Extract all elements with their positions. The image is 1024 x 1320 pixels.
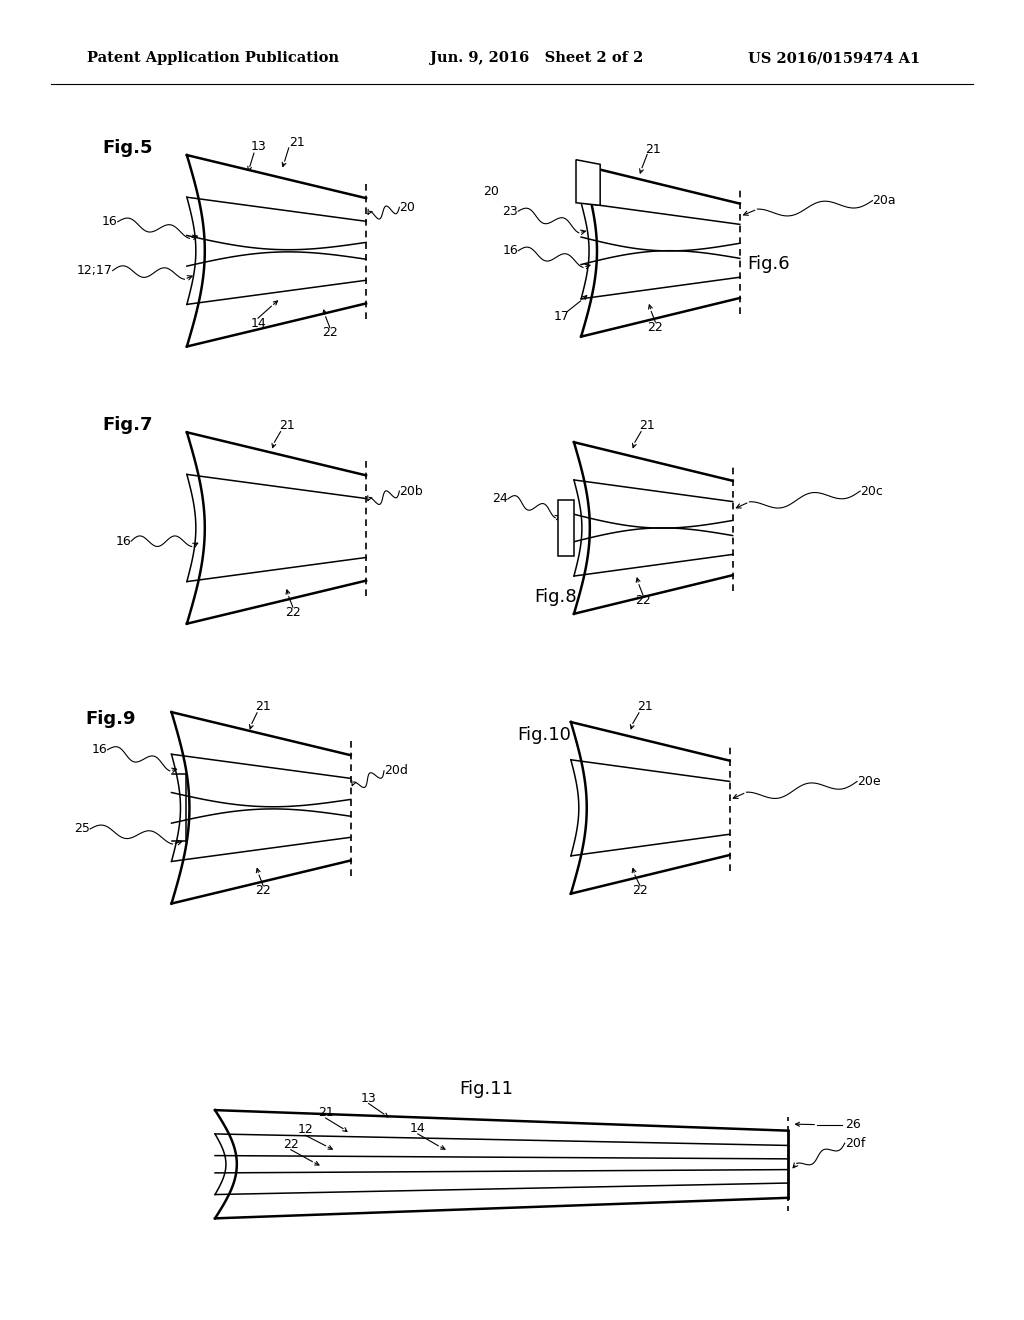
- Polygon shape: [172, 837, 350, 903]
- Polygon shape: [582, 165, 739, 224]
- Text: 20: 20: [482, 185, 499, 198]
- Text: 13: 13: [360, 1092, 377, 1105]
- Polygon shape: [172, 713, 350, 779]
- Text: 22: 22: [255, 884, 271, 898]
- Text: 21: 21: [639, 418, 655, 432]
- Text: 20d: 20d: [384, 764, 408, 777]
- Text: 21: 21: [255, 700, 271, 713]
- Polygon shape: [573, 442, 733, 502]
- Text: Fig.9: Fig.9: [85, 710, 135, 729]
- Text: 22: 22: [283, 1138, 299, 1151]
- Text: Fig.11: Fig.11: [459, 1080, 513, 1098]
- Polygon shape: [571, 722, 729, 781]
- Text: 21: 21: [317, 1106, 334, 1119]
- Text: Fig.8: Fig.8: [535, 587, 578, 606]
- Text: 12: 12: [297, 1123, 313, 1137]
- Polygon shape: [215, 1183, 788, 1218]
- Text: 21: 21: [645, 143, 662, 156]
- Text: 20e: 20e: [857, 775, 881, 788]
- Text: 16: 16: [116, 535, 131, 548]
- Polygon shape: [573, 554, 733, 614]
- Text: 21: 21: [637, 700, 653, 713]
- Text: Fig.6: Fig.6: [748, 255, 791, 273]
- Text: 20b: 20b: [399, 484, 423, 498]
- Text: 20a: 20a: [872, 194, 896, 207]
- Polygon shape: [187, 154, 367, 222]
- Text: 22: 22: [322, 326, 338, 339]
- Text: 24: 24: [493, 492, 508, 506]
- Text: 21: 21: [289, 136, 305, 149]
- Text: 20: 20: [399, 201, 416, 214]
- Text: 20c: 20c: [860, 484, 883, 498]
- Polygon shape: [558, 500, 573, 556]
- Text: 22: 22: [285, 606, 301, 619]
- Text: 23: 23: [503, 205, 518, 218]
- Text: 16: 16: [503, 244, 518, 257]
- Text: US 2016/0159474 A1: US 2016/0159474 A1: [748, 51, 920, 65]
- Text: 21: 21: [279, 418, 295, 432]
- Polygon shape: [575, 160, 600, 206]
- Text: 22: 22: [647, 321, 664, 334]
- Text: 22: 22: [632, 884, 648, 898]
- Text: Fig.5: Fig.5: [102, 139, 153, 157]
- Text: Patent Application Publication: Patent Application Publication: [87, 51, 339, 65]
- Polygon shape: [215, 1110, 788, 1146]
- Text: 20f: 20f: [845, 1137, 865, 1150]
- Text: Fig.7: Fig.7: [102, 416, 153, 434]
- Polygon shape: [582, 277, 739, 337]
- Text: Jun. 9, 2016   Sheet 2 of 2: Jun. 9, 2016 Sheet 2 of 2: [430, 51, 643, 65]
- Text: 16: 16: [102, 215, 118, 228]
- Text: Fig.10: Fig.10: [517, 726, 571, 744]
- Text: 22: 22: [635, 594, 651, 607]
- Polygon shape: [187, 433, 367, 499]
- Text: 26: 26: [845, 1118, 860, 1131]
- Text: 12;17: 12;17: [77, 264, 113, 277]
- Text: 14: 14: [250, 317, 266, 330]
- Polygon shape: [571, 834, 729, 894]
- Text: 14: 14: [410, 1122, 426, 1135]
- Text: 17: 17: [553, 310, 569, 323]
- Polygon shape: [187, 557, 367, 624]
- Text: 16: 16: [92, 743, 108, 756]
- Polygon shape: [187, 280, 367, 346]
- Text: 13: 13: [250, 140, 266, 153]
- Text: 25: 25: [74, 822, 90, 836]
